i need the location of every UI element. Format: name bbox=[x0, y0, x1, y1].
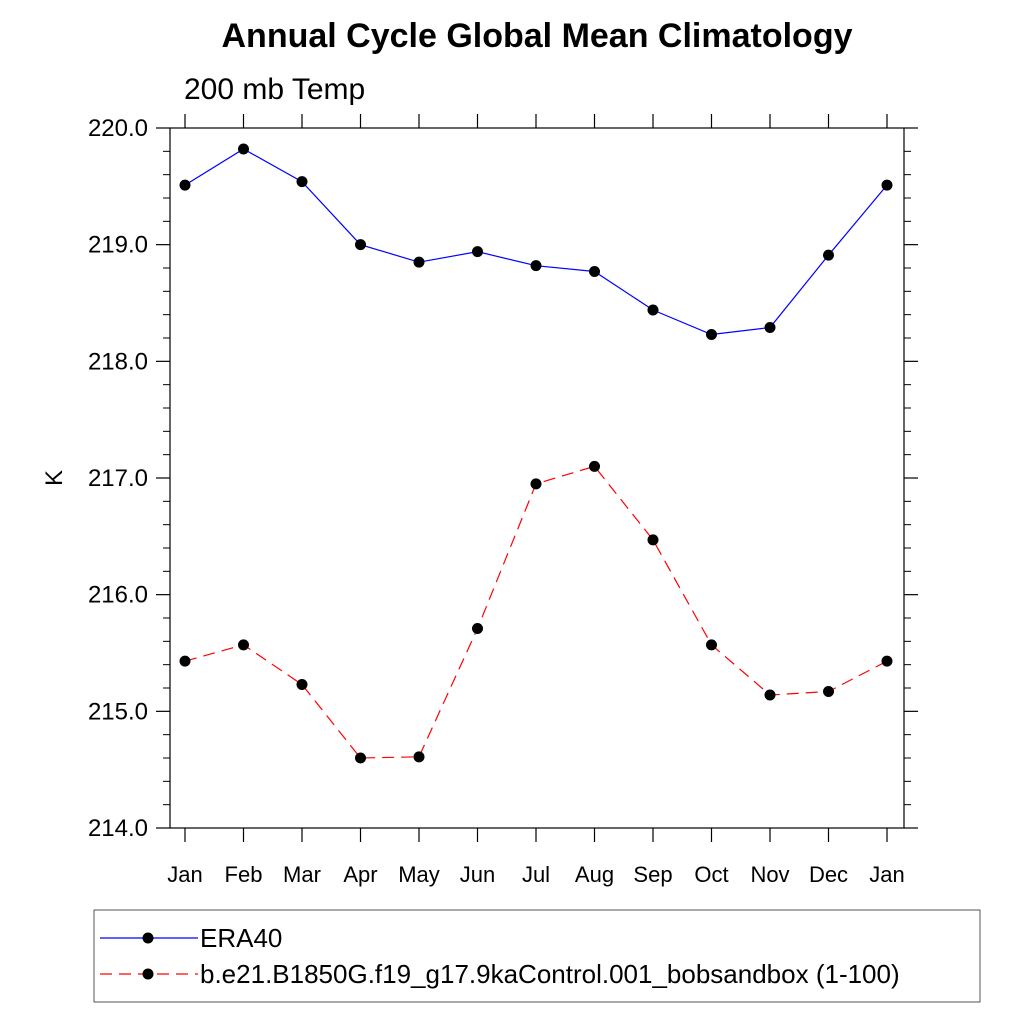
series-1-point bbox=[589, 266, 600, 277]
x-tick-label: Jan bbox=[869, 862, 904, 887]
series-2-point bbox=[647, 534, 659, 546]
legend-marker-1 bbox=[142, 932, 154, 944]
series-1-point bbox=[647, 304, 659, 316]
x-tick-labels: Jan Feb Mar Apr May Jun Jul Aug Sep Oct Nov Dec Jan bbox=[167, 862, 904, 887]
y-tick-label: 217.0 bbox=[88, 465, 148, 492]
series-1-point bbox=[530, 260, 542, 272]
series-1-point bbox=[238, 143, 249, 155]
y-tick-labels: 214.0 215.0 216.0 217.0 218.0 219.0 220.0 bbox=[88, 115, 148, 842]
series-1-point bbox=[296, 176, 308, 188]
y-axis-label: K bbox=[41, 470, 68, 486]
series-1-point bbox=[413, 256, 425, 268]
series-1-point bbox=[881, 179, 893, 191]
y-tick-label: 214.0 bbox=[88, 815, 148, 842]
x-tick-label: Oct bbox=[694, 862, 728, 887]
x-tick-label: Apr bbox=[343, 862, 377, 887]
chart-title: Annual Cycle Global Mean Climatology bbox=[222, 17, 853, 55]
series-1-point bbox=[472, 246, 483, 258]
series-1-point bbox=[179, 179, 191, 191]
plot-frame bbox=[169, 127, 905, 829]
y-tick-label: 218.0 bbox=[88, 348, 148, 375]
x-tick-label: Jul bbox=[522, 862, 550, 887]
series-2-point bbox=[589, 460, 600, 472]
x-tick-label: Jan bbox=[167, 862, 202, 887]
legend-label-1: ERA40 bbox=[200, 923, 282, 953]
series-2-point bbox=[706, 639, 717, 651]
x-tick-label: Mar bbox=[283, 862, 321, 887]
series-layer bbox=[179, 143, 893, 764]
series-2-point bbox=[472, 623, 483, 634]
legend-label-2: b.e21.B1850G.f19_g17.9kaControl.001_bobs… bbox=[200, 959, 900, 989]
series-2-point bbox=[530, 478, 542, 490]
series-1-point bbox=[764, 322, 776, 333]
series-2-point bbox=[355, 752, 366, 764]
x-tick-label: Dec bbox=[809, 862, 848, 887]
y-tick-label: 215.0 bbox=[88, 698, 148, 725]
series-1-point bbox=[355, 239, 366, 251]
series-2-point bbox=[764, 689, 776, 701]
series-2-point bbox=[238, 639, 249, 651]
x-tick-label: Nov bbox=[750, 862, 789, 887]
series-2-point bbox=[413, 751, 425, 763]
y-tick-label: 220.0 bbox=[88, 115, 148, 142]
x-tick-label: Sep bbox=[633, 862, 672, 887]
y-tick-label: 219.0 bbox=[88, 232, 148, 259]
x-tick-label: May bbox=[398, 862, 440, 887]
series-1-point bbox=[823, 249, 834, 261]
legend-box bbox=[93, 909, 981, 1003]
legend-marker-2 bbox=[142, 968, 154, 980]
series-line-2 bbox=[184, 465, 888, 759]
series-line-1 bbox=[184, 148, 888, 336]
chart-subtitle: 200 mb Temp bbox=[184, 73, 365, 106]
y-tick-label: 216.0 bbox=[88, 582, 148, 609]
legend: ERA40 b.e21.B1850G.f19_g17.9kaControl.001… bbox=[100, 923, 900, 989]
series-2-point bbox=[296, 679, 308, 690]
series-2-point bbox=[881, 655, 893, 667]
axis-ticks bbox=[156, 114, 918, 842]
x-tick-label: Aug bbox=[575, 862, 614, 887]
series-1-point bbox=[706, 329, 717, 340]
series-2-point bbox=[179, 655, 191, 667]
x-tick-label: Feb bbox=[225, 862, 263, 887]
x-tick-label: Jun bbox=[460, 862, 495, 887]
series-2-point bbox=[823, 686, 834, 697]
